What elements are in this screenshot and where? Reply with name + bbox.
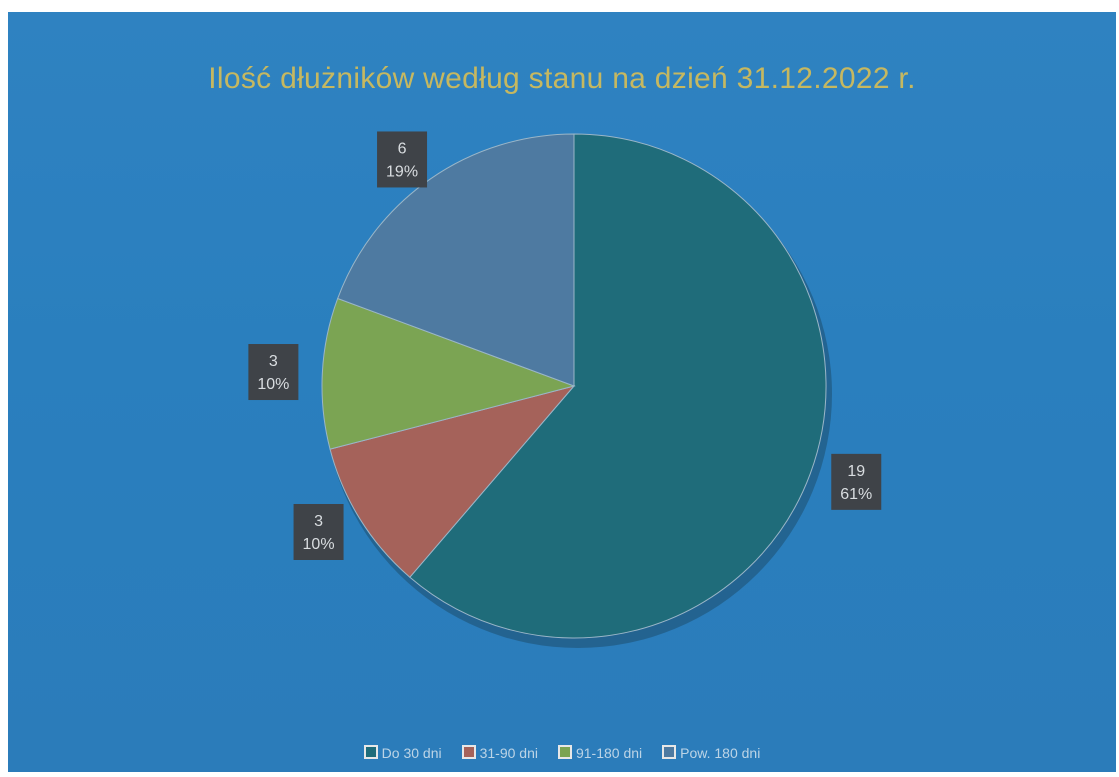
- pie-slice: [409, 133, 827, 639]
- data-label-percent: 10%: [257, 376, 289, 393]
- legend-label: 31-90 dni: [479, 745, 538, 762]
- data-label: 310%: [248, 344, 299, 401]
- pie-slice: [321, 297, 576, 450]
- legend-swatch: [557, 745, 572, 760]
- legend-item: 91-180 dni: [557, 745, 643, 762]
- legend-label: Do 30 dni: [381, 745, 442, 762]
- data-label-percent: 10%: [303, 536, 335, 553]
- data-label: 619%: [377, 131, 428, 188]
- data-label-box: [293, 503, 344, 560]
- legend-swatch: [662, 745, 677, 760]
- legend-label: 91-180 dni: [575, 745, 643, 762]
- data-label-box: [248, 344, 299, 401]
- data-label-value: 3: [269, 353, 278, 370]
- data-label-value: 6: [398, 140, 407, 157]
- legend-label: Pow. 180 dni: [680, 745, 761, 762]
- data-label: 310%: [293, 503, 344, 560]
- data-label-value: 3: [314, 513, 323, 530]
- data-label-percent: 19%: [386, 163, 418, 180]
- chart-legend: Do 30 dni 31-90 dni 91-180 dni Pow. 180 dni: [8, 744, 1116, 761]
- data-label-box: [831, 453, 882, 510]
- chart-title: Ilość dłużników według stanu na dzień 31…: [208, 62, 916, 95]
- legend-swatch: [461, 745, 476, 760]
- data-label-percent: 61%: [840, 486, 872, 503]
- chart-panel: Ilość dłużników według stanu na dzień 31…: [8, 12, 1116, 772]
- data-label-value: 19: [847, 463, 865, 480]
- data-label-box: [377, 131, 428, 188]
- legend-swatch: [363, 745, 378, 760]
- legend-item: 31-90 dni: [461, 745, 538, 762]
- pie-slice: [337, 133, 575, 387]
- legend-item: Pow. 180 dni: [662, 745, 760, 761]
- legend-item: Do 30 dni: [363, 745, 442, 762]
